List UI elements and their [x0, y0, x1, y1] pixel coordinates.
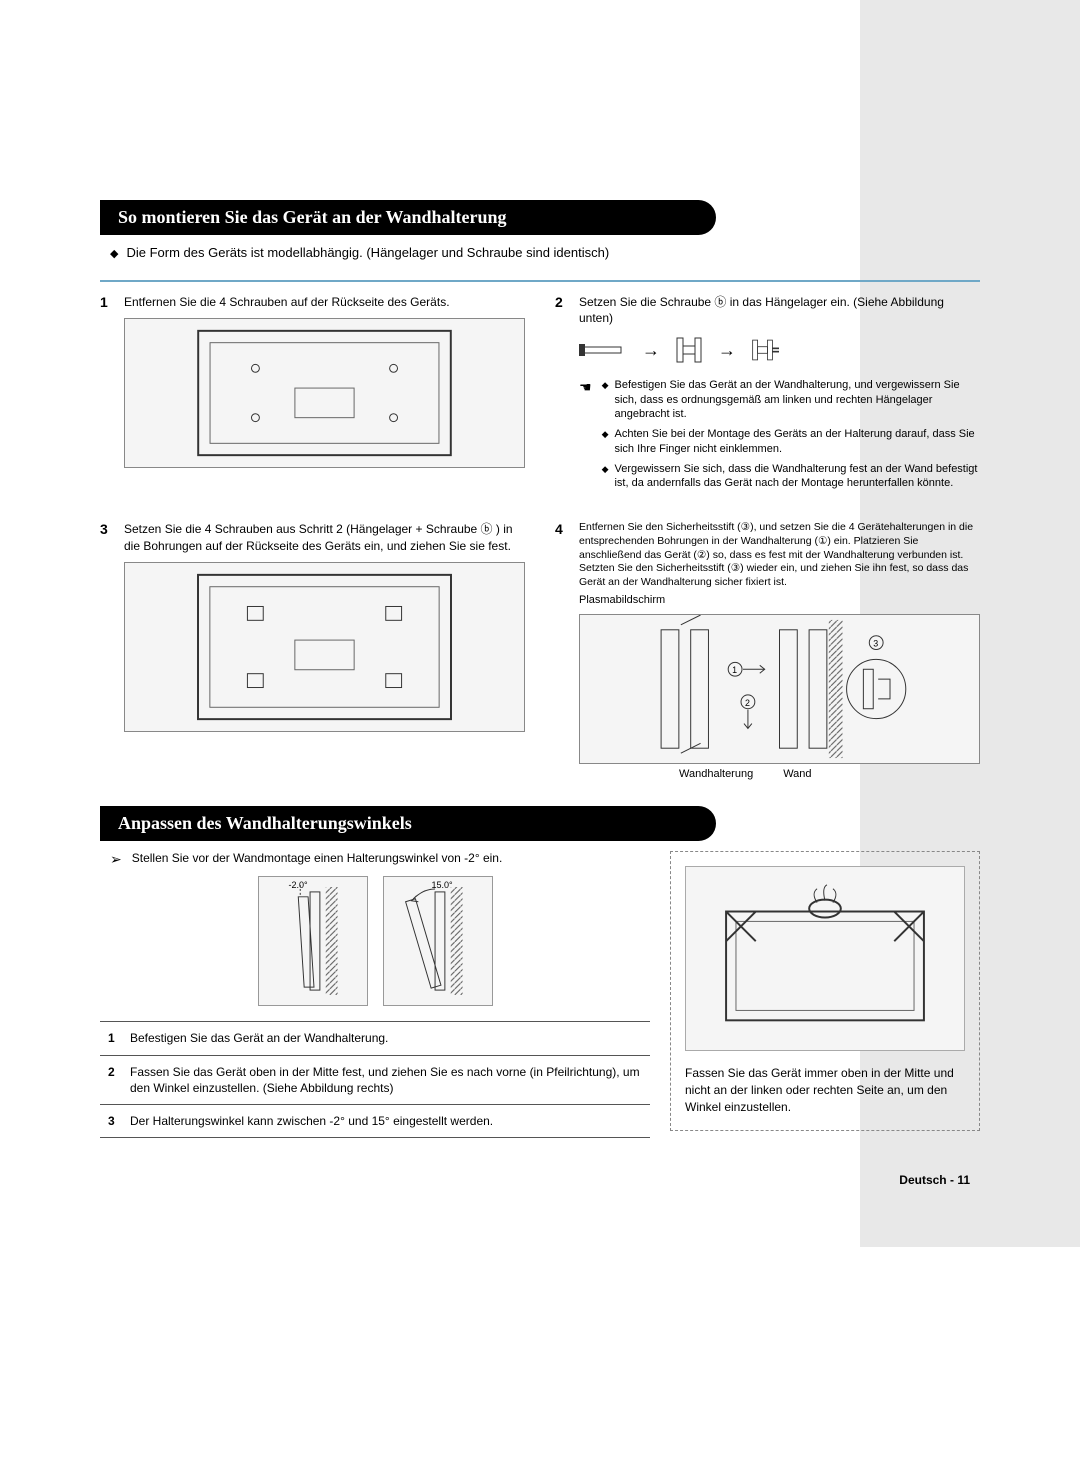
step-3: 3 Setzen Sie die 4 Schrauben aus Schritt…: [100, 521, 525, 781]
bullet-text: Achten Sie bei der Montage des Geräts an…: [614, 427, 980, 456]
degree-label: 15.0°: [432, 880, 453, 890]
figure-device-hangers: [124, 562, 525, 732]
footer-lang: Deutsch -: [899, 1173, 957, 1187]
step-number: 3: [100, 521, 124, 537]
angle-intro-text: Stellen Sie vor der Wandmontage einen Ha…: [132, 851, 503, 865]
bullet-diamond-icon: ◆: [602, 464, 609, 476]
angle-intro: ➢ Stellen Sie vor der Wandmontage einen …: [100, 851, 650, 868]
device-rear-svg: [125, 319, 524, 467]
tilt-pos-svg: [384, 877, 492, 1005]
intro-content: Die Form des Geräts ist modellabhängig. …: [126, 245, 609, 260]
bullet-diamond-icon: ◆: [602, 429, 609, 441]
intro-text: ◆ Die Form des Geräts ist modellabhängig…: [100, 245, 980, 260]
step-4: 4 Entfernen Sie den Sicherheitsstift (③)…: [555, 521, 980, 781]
bullet-text: Vergewissern Sie sich, dass die Wandhalt…: [614, 462, 980, 491]
angle-fig-neg: -2.0°: [258, 876, 368, 1006]
figure-bottom-labels: Wandhalterung Wand: [579, 764, 980, 782]
document-page: So montieren Sie das Gerät an der Wandha…: [0, 0, 1080, 1247]
step-row-2: 3 Setzen Sie die 4 Schrauben aus Schritt…: [100, 521, 980, 781]
bullet-list: ◆ Befestigen Sie das Gerät an der Wandha…: [602, 378, 980, 496]
angle-right-column: Fassen Sie das Gerät immer oben in der M…: [670, 851, 980, 1138]
label-wandhalterung: Wandhalterung: [679, 767, 753, 782]
bullet-diamond-icon: ◆: [110, 247, 118, 260]
angle-left-column: ➢ Stellen Sie vor der Wandmontage einen …: [100, 851, 650, 1138]
step-text: Setzen Sie die 4 Schrauben aus Schritt 2…: [124, 521, 525, 553]
bullet-item: ◆ Achten Sie bei der Montage des Geräts …: [602, 427, 980, 456]
label-wand: Wand: [783, 767, 811, 782]
step-number: 1: [100, 294, 124, 310]
hanger-screw-icon: [751, 334, 779, 366]
step-text: Der Halterungswinkel kann zwischen -2° u…: [130, 1113, 493, 1129]
numbered-step: 3 Der Halterungswinkel kann zwischen -2°…: [100, 1105, 650, 1138]
angle-row: ➢ Stellen Sie vor der Wandmontage einen …: [100, 851, 980, 1138]
step-text: Fassen Sie das Gerät oben in der Mitte f…: [130, 1064, 650, 1096]
step-body: Entfernen Sie den Sicherheitsstift (③), …: [579, 521, 980, 781]
step-number: 3: [100, 1113, 130, 1129]
tilt-neg-svg: [259, 877, 367, 1005]
screw-icon: [579, 340, 627, 360]
screw-assembly-diagram: → →: [579, 334, 980, 366]
svg-text:1: 1: [732, 665, 737, 675]
step-body: Entfernen Sie die 4 Schrauben auf der Rü…: [124, 294, 525, 468]
angle-fig-pos: 15.0°: [383, 876, 493, 1006]
steps-container: 1 Entfernen Sie die 4 Schrauben auf der …: [100, 280, 980, 781]
step-text: Entfernen Sie die 4 Schrauben auf der Rü…: [124, 294, 525, 310]
step-text: Setzen Sie die Schraube ⓑ in das Hängela…: [579, 294, 980, 326]
warning-box: Fassen Sie das Gerät immer oben in der M…: [670, 851, 980, 1130]
arrow-head-icon: ➢: [110, 851, 122, 868]
angle-figures: -2.0° 15.0°: [100, 876, 650, 1006]
warning-block: ☚ ◆ Befestigen Sie das Gerät an der Wand…: [579, 378, 980, 496]
footer-page: 11: [957, 1173, 970, 1187]
numbered-steps: 1 Befestigen Sie das Gerät an der Wandha…: [100, 1021, 650, 1138]
bullet-text: Befestigen Sie das Gerät an der Wandhalt…: [614, 378, 980, 421]
wall-mount-svg: 1 2 3: [580, 615, 979, 763]
warning-figure: [685, 866, 965, 1051]
warning-text: Fassen Sie das Gerät immer oben in der M…: [685, 1065, 965, 1115]
step-number: 2: [100, 1064, 130, 1096]
step-row-1: 1 Entfernen Sie die 4 Schrauben auf der …: [100, 294, 980, 496]
bullet-item: ◆ Befestigen Sie das Gerät an der Wandha…: [602, 378, 980, 421]
step-body: Setzen Sie die 4 Schrauben aus Schritt 2…: [124, 521, 525, 731]
figure-device-back: [124, 318, 525, 468]
page-footer: Deutsch - 11: [100, 1173, 980, 1187]
step-1: 1 Entfernen Sie die 4 Schrauben auf der …: [100, 294, 525, 496]
step-number: 1: [100, 1030, 130, 1046]
numbered-step: 2 Fassen Sie das Gerät oben in der Mitte…: [100, 1056, 650, 1105]
step-number: 4: [555, 521, 579, 537]
section-header-mount: So montieren Sie das Gerät an der Wandha…: [100, 200, 716, 235]
svg-text:2: 2: [745, 697, 750, 707]
section-header-angle: Anpassen des Wandhalterungswinkels: [100, 806, 716, 841]
numbered-step: 1 Befestigen Sie das Gerät an der Wandha…: [100, 1022, 650, 1055]
section-angle: Anpassen des Wandhalterungswinkels ➢ Ste…: [100, 806, 980, 1138]
step-body: Setzen Sie die Schraube ⓑ in das Hängela…: [579, 294, 980, 496]
arrow-icon: →: [718, 338, 736, 362]
bullet-item: ◆ Vergewissern Sie sich, dass die Wandha…: [602, 462, 980, 491]
degree-label: -2.0°: [289, 880, 308, 890]
step-text: Befestigen Sie das Gerät an der Wandhalt…: [130, 1030, 388, 1046]
figure-top-label: Plasmabildschirm: [579, 593, 980, 608]
hanger-icon: [675, 334, 703, 366]
step-number: 2: [555, 294, 579, 310]
step-text: Entfernen Sie den Sicherheitsstift (③), …: [579, 521, 980, 589]
device-hangers-svg: [125, 563, 524, 731]
arrow-icon: →: [642, 338, 660, 362]
step-2: 2 Setzen Sie die Schraube ⓑ in das Hänge…: [555, 294, 980, 496]
hand-point-icon: ☚: [579, 378, 592, 397]
svg-text:3: 3: [873, 638, 878, 648]
bullet-diamond-icon: ◆: [602, 380, 609, 392]
figure-wall-mount: 1 2 3: [579, 614, 980, 764]
grip-warning-svg: [686, 867, 964, 1050]
